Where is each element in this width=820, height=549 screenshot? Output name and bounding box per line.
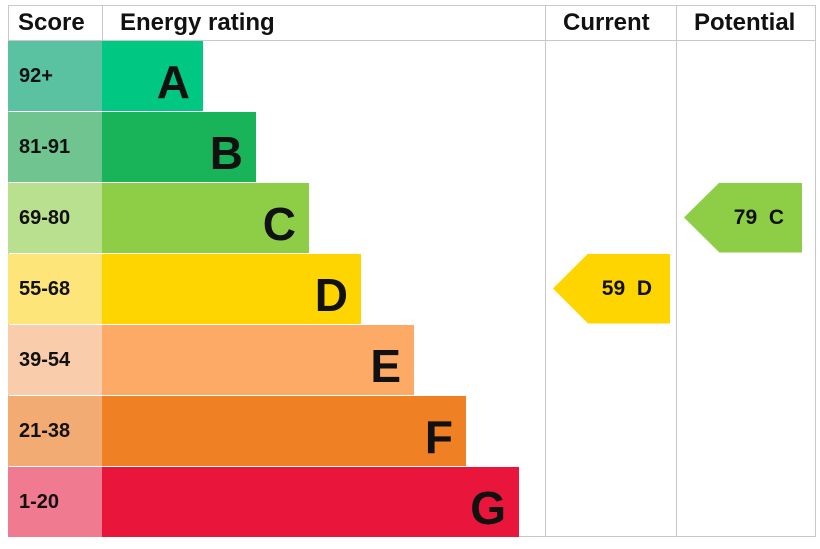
grid-line [8,40,816,41]
header-energy-rating: Energy rating [120,9,275,36]
band-bar-b: B [102,111,256,182]
header-score: Score [18,9,85,36]
band-bar-e: E [102,324,414,395]
current-rating-arrow: 59 D [553,253,670,324]
grid-line [8,536,816,537]
score-range-f: 21-38 [8,395,102,466]
band-bar-f: F [102,395,466,466]
score-range-g: 1-20 [8,466,102,537]
band-bar-c: C [102,182,309,253]
potential-rating-arrow: 79 C [684,182,802,253]
band-bar-g: G [102,466,519,537]
score-range-d: 55-68 [8,253,102,324]
header-current: Current [563,9,650,36]
header-potential: Potential [694,9,796,36]
grid-line [676,5,677,537]
score-range-a: 92+ [8,40,102,111]
grid-line [8,5,816,6]
band-bar-d: D [102,253,361,324]
score-range-b: 81-91 [8,111,102,182]
grid-line [815,5,816,537]
grid-line [102,5,103,40]
score-range-c: 69-80 [8,182,102,253]
band-bar-a: A [102,40,203,111]
score-range-e: 39-54 [8,324,102,395]
grid-line [545,5,546,537]
